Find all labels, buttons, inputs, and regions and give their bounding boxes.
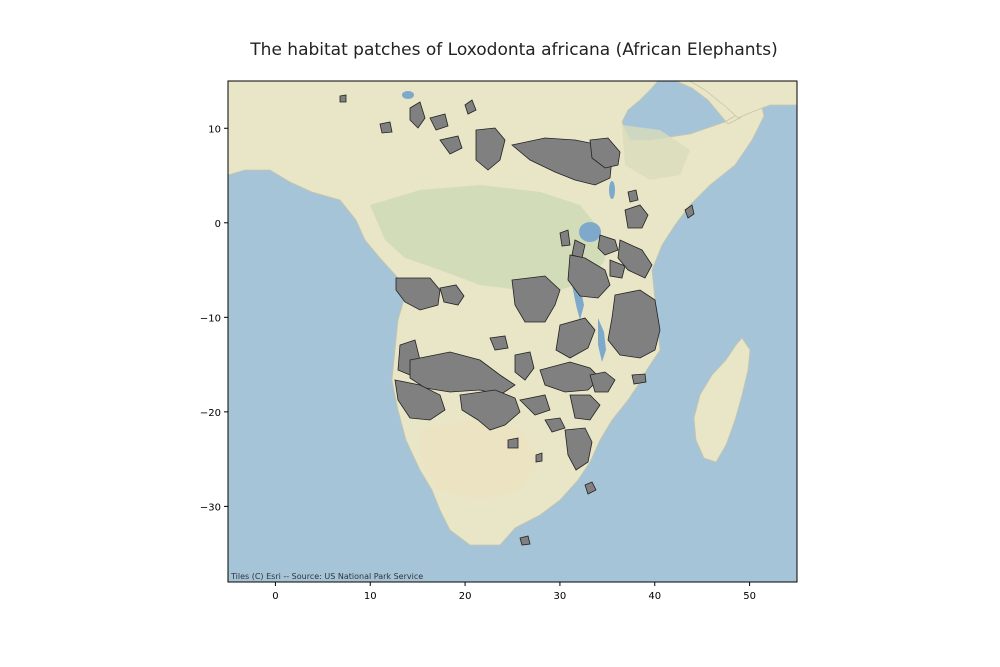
habitat-patch [569,394,601,421]
madagascar [693,337,751,463]
habitat-patch [624,204,649,229]
arabia-landmass [689,81,797,119]
habitat-patch [511,275,561,323]
plot-frame [227,80,798,583]
habitat-patch [535,452,543,463]
habitat-patch [511,137,613,186]
habitat-patch [584,481,597,495]
habitat-patch [459,389,521,431]
habitat-patches [339,94,695,546]
habitat-patch [631,373,647,385]
habitat-patch [439,284,465,306]
map-title: The habitat patches of Loxodonta african… [250,40,778,60]
attribution-text: Tiles (C) Esri -- Source: US National Pa… [230,572,423,581]
habitat-patch [597,234,619,256]
x-axis: 0 10 20 30 40 50 [272,582,756,602]
habitat-patch [519,394,551,416]
habitat-patch [439,135,463,155]
habitat-patch [507,437,519,449]
y-tick-label: −20 [200,408,221,419]
lake-turkana [609,181,615,199]
habitat-patch [475,127,506,171]
x-tick-label: 0 [272,591,278,602]
habitat-patch [395,277,441,311]
habitat-patch [609,259,626,279]
y-tick-label: 0 [215,219,221,230]
habitat-patch [589,371,616,393]
habitat-patch [489,335,509,351]
basemap [228,81,797,582]
x-tick-label: 20 [459,591,472,602]
lake-victoria [579,222,601,242]
habitat-patch [684,204,695,219]
ethiopian-highlands [622,125,690,180]
congo-forest [370,185,605,290]
y-axis: 10 0 −10 −20 −30 [200,124,228,513]
y-tick-label: −10 [200,313,221,324]
x-tick-label: 40 [648,591,661,602]
habitat-patch [544,417,566,433]
habitat-patch [464,99,477,115]
habitat-patch [409,101,426,129]
habitat-patch [559,229,571,247]
habitat-patch [589,137,621,169]
habitat-patch [394,379,446,421]
habitat-patch [514,351,535,381]
y-tick-label: −30 [200,502,221,513]
x-tick-label: 50 [743,591,756,602]
habitat-patch [617,239,653,279]
habitat-patch [627,189,639,203]
x-tick-label: 30 [554,591,567,602]
habitat-patch [519,535,531,546]
habitat-patch [564,427,593,471]
habitat-patch [607,289,661,359]
habitat-patch [429,113,449,131]
habitat-patch [567,254,611,299]
x-tick-label: 10 [364,591,377,602]
lake-chad [402,91,414,99]
habitat-patch [555,317,596,359]
lake-malawi [598,318,606,362]
y-tick-label: 10 [208,124,221,135]
habitat-patch [379,121,393,134]
habitat-patch [339,94,347,103]
